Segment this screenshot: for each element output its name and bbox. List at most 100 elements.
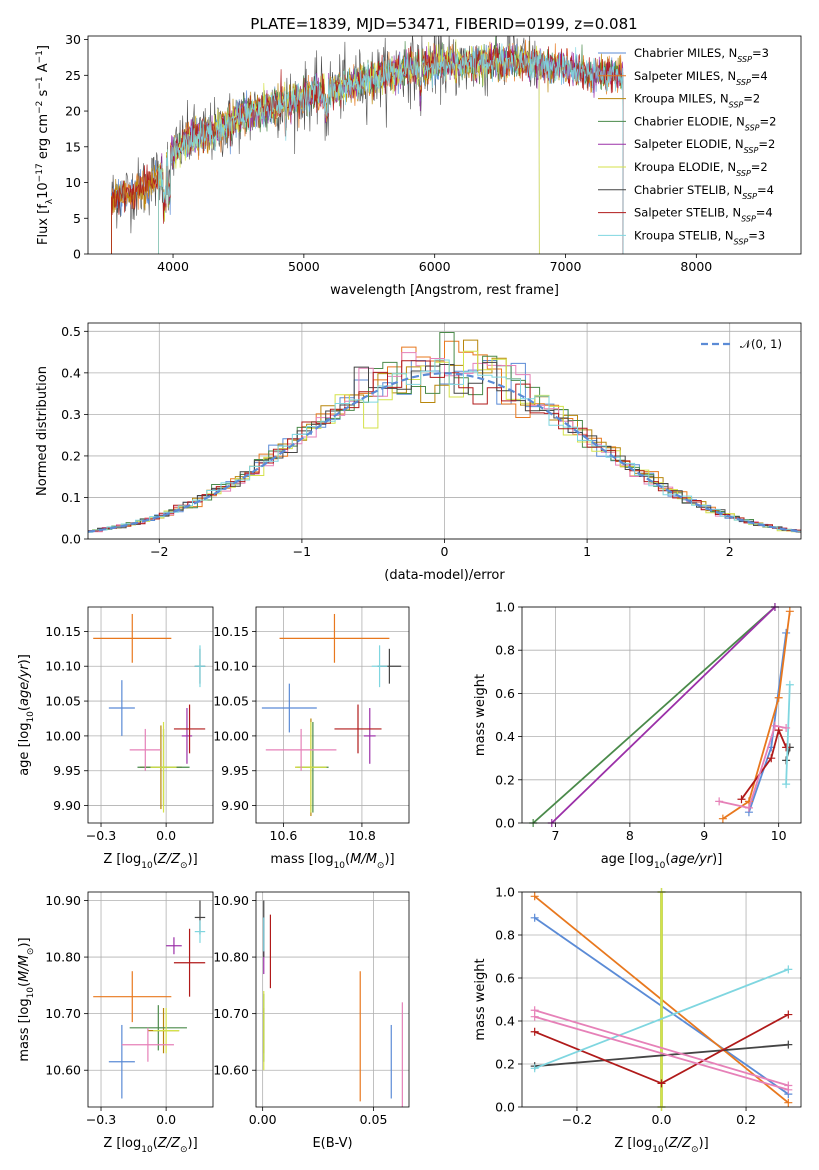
y-tick-label: 0.8 [495,928,515,943]
error-bar-point [93,613,172,663]
y-tick-label: 10.15 [45,624,81,639]
x-tick-label: 7 [552,828,560,843]
axis-label: mass [log10(M/M⊙)] [270,852,394,871]
error-bar-point [150,721,177,813]
spectrum-line [111,36,540,254]
axis-label: Flux [fλ10−17 erg cm−2 s−1 A−1] [35,45,55,245]
mass-vs-metallicity-panel: −0.3 0.0 10.60 10.70 10.80 10.90 Z [log10(Z/Z⊙… [17,891,214,1155]
weight-marker [737,795,746,804]
y-tick-label: 10.60 [45,1063,81,1078]
weight-marker [782,723,791,732]
age-vs-metallicity-panel: −0.3 0.0 9.90 9.95 10.00 10.05 10.10 10.15 Z [lo… [17,606,214,871]
weight-marker [770,721,779,730]
axes-frame [255,606,410,824]
x-tick-label: 2 [726,544,734,559]
y-tick-label: 5 [73,211,81,226]
weight-marker [530,1027,539,1036]
legend-entry: Salpeter MILES, NSSP=4 [634,69,768,87]
legend-entry: 𝒩(0, 1) [740,337,782,351]
axis-label: mass weight [473,958,488,1040]
weight-marker [784,1040,793,1049]
x-tick-label: 6000 [419,259,451,274]
x-tick-label: −1 [293,544,311,559]
x-tick-label: 0.0 [156,1112,176,1127]
axis-label: age [log10(age/yr)] [17,654,36,776]
residual-histogram-panel: −2 −1 0 1 2 0.0 0.1 0.2 0.3 0.4 0.5 𝒩(0, 1) (data-mo… [35,322,802,583]
legend-entry: Kroupa MILES, NSSP=2 [634,92,760,110]
y-tick-label: 0.4 [495,729,515,744]
y-tick-label: 20 [65,104,81,119]
y-tick-label: 0.0 [495,816,515,831]
spectrum-line [158,43,624,254]
weight-marker [718,814,727,823]
error-bar-point [166,937,182,955]
axes-frame [87,606,214,824]
axes-frame [521,606,802,824]
weight-marker [744,803,753,812]
weight-marker [784,1010,793,1019]
y-tick-label: 10.10 [213,659,249,674]
weight-marker [785,607,794,616]
legend-entry: Kroupa ELODIE, NSSP=2 [634,160,768,178]
x-tick-label: 5000 [288,259,320,274]
y-tick-label: 0.2 [495,772,515,787]
y-tick-label: 10.90 [213,893,249,908]
error-bar-point [129,1005,187,1051]
x-tick-label: 10 [771,828,787,843]
x-tick-label: 9 [700,828,708,843]
weight-marker [774,726,783,735]
weight-marker [530,913,539,922]
y-tick-label: 1.0 [495,600,515,615]
y-tick-label: 10.90 [45,893,81,908]
axis-label: Normed distribution [35,366,50,496]
error-bar-point [265,728,337,771]
axes-frame [87,891,214,1108]
error-bar-point [261,683,317,733]
error-bar-point [108,1024,135,1099]
y-tick-label: 10.10 [45,659,81,674]
y-tick-label: 9.95 [221,763,249,778]
y-tick-label: 0.0 [495,1100,515,1115]
spectrum-panel: 4000 5000 6000 7000 8000 0 5 10 15 20 25 30 waveleng… [35,32,802,298]
y-tick-label: 10.60 [213,1063,249,1078]
y-tick-label: 0.2 [61,448,81,463]
y-tick-label: 0.2 [495,1057,515,1072]
x-tick-label: 0.2 [736,1112,756,1127]
weight-marker [782,743,791,752]
y-tick-label: 0.1 [61,490,81,505]
axis-label: (data-model)/error [384,568,505,583]
y-tick-label: 1.0 [495,885,515,900]
error-bar-point [173,928,206,997]
axis-label: Z [log10(Z/Z⊙)] [614,1136,708,1155]
error-bar-point [93,971,172,1023]
y-tick-label: 9.90 [53,798,81,813]
y-tick-label: 9.90 [221,798,249,813]
axis-label: age [log10(age/yr)] [601,852,723,871]
axis-label: wavelength [Angstrom, rest frame] [330,283,559,298]
axes-frame [255,891,410,1108]
axis-label: mass [log10(M/M⊙)] [17,937,36,1061]
weight-marker [530,1012,539,1021]
x-tick-label: 10.6 [270,828,298,843]
x-tick-label: 7000 [550,259,582,274]
y-tick-label: 30 [65,32,81,47]
weight-marker [785,680,794,689]
axes-frame [521,891,802,1108]
figure-title: PLATE=1839, MJD=53471, FIBERID=0199, z=0… [250,15,637,33]
legend-entry: Salpeter ELODIE, NSSP=2 [634,137,775,155]
weight-series [532,607,776,823]
y-tick-label: 10.80 [213,950,249,965]
weight-series [551,607,776,823]
weight-series [740,727,787,800]
axis-label: Z [log10(Z/Z⊙)] [103,852,197,871]
weight-marker [784,1085,793,1094]
weight-series [534,1009,789,1087]
axes-frame [87,35,802,255]
weight-marker [715,797,724,806]
weight-vs-age-panel: 7 8 9 10 0.0 0.2 0.4 0.6 0.8 1.0 age [log10(age/yr… [473,600,802,871]
error-bar-point [194,645,206,688]
axes-frame [87,322,802,540]
y-tick-label: 0.6 [495,971,515,986]
weight-marker [782,780,791,789]
